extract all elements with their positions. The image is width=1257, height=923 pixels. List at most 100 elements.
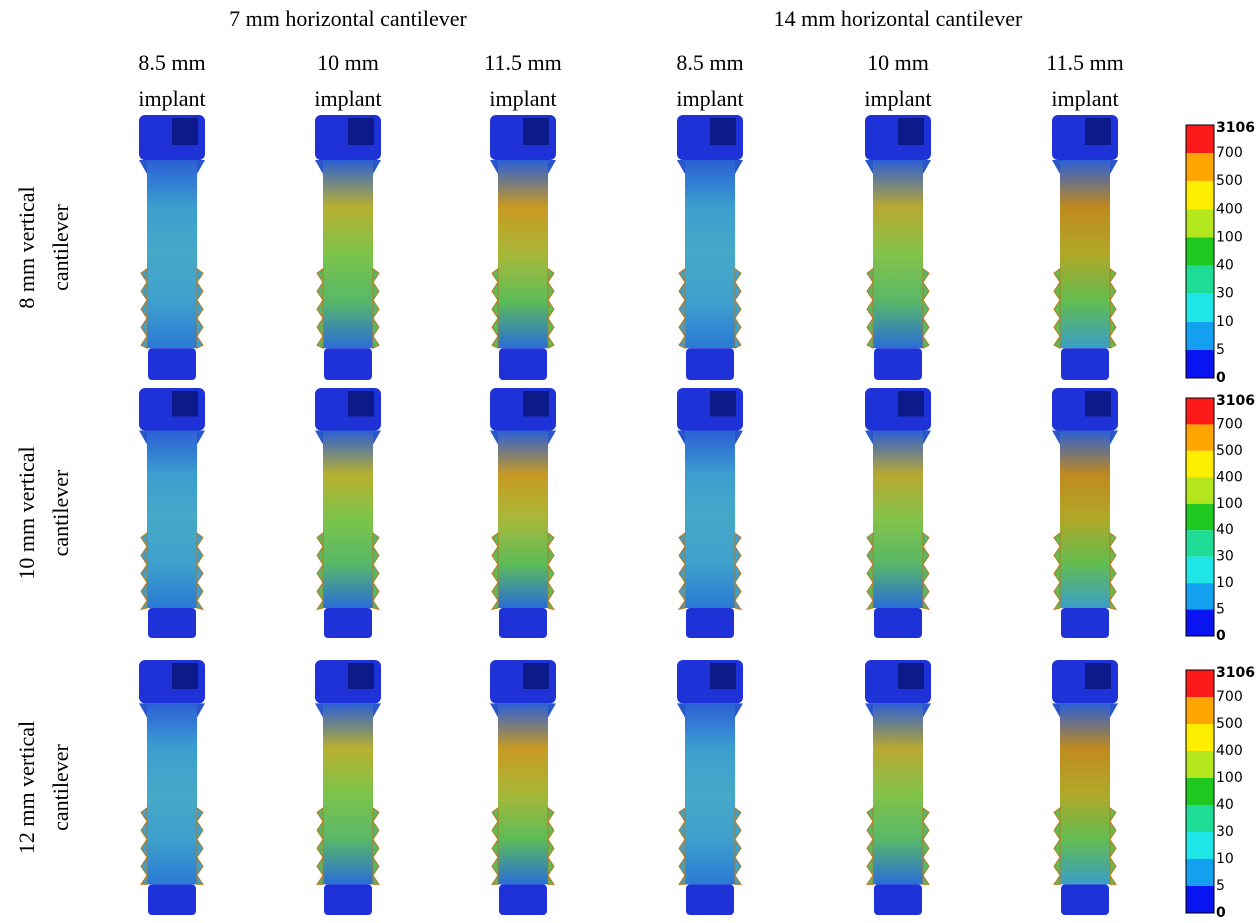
legend-label: 10 — [1216, 314, 1234, 330]
thread — [140, 806, 148, 885]
screw-head-socket — [710, 118, 736, 146]
screw-tip — [324, 348, 372, 380]
legend-label: 500 — [1216, 716, 1243, 732]
screw-shaft — [147, 430, 197, 608]
thread — [315, 532, 324, 611]
screw-head-socket — [348, 391, 374, 417]
screw-head-socket — [172, 391, 198, 417]
screw-head-socket — [348, 118, 374, 146]
screw-tip — [874, 608, 922, 638]
screw-shaft — [1060, 703, 1110, 885]
group-header: 14 mm horizontal cantilever — [774, 6, 1023, 31]
thread — [490, 532, 499, 611]
thread — [922, 267, 930, 350]
thread — [547, 806, 555, 885]
legend-label: 5 — [1216, 342, 1225, 358]
screw-shaft — [323, 703, 373, 885]
thread — [922, 806, 930, 885]
thread — [734, 532, 743, 611]
legend-label: 400 — [1216, 201, 1243, 217]
thread — [491, 806, 499, 885]
legend-swatch — [1186, 556, 1214, 584]
legend-label: 0 — [1216, 905, 1226, 921]
column-label: implant — [676, 86, 743, 111]
column-size: 11.5 mm — [484, 50, 561, 75]
thread — [734, 806, 742, 885]
screw-shaft — [685, 430, 735, 608]
legend-label: 500 — [1216, 443, 1243, 459]
screw-head-socket — [172, 663, 198, 690]
thread — [139, 532, 148, 611]
thread — [316, 267, 324, 350]
legend-swatch — [1186, 477, 1214, 504]
column-label: implant — [489, 86, 556, 111]
legend-label: 400 — [1216, 743, 1243, 759]
screw-shaft — [498, 430, 548, 608]
row-label: 10 mm vertical — [14, 446, 39, 579]
screw-tip — [499, 348, 547, 380]
screw-tip — [686, 348, 734, 380]
legend-label: 400 — [1216, 469, 1243, 485]
row-label: 8 mm vertical — [14, 186, 39, 308]
legend-swatch — [1186, 181, 1214, 210]
column-label: implant — [1051, 86, 1118, 111]
thread — [1109, 806, 1117, 885]
screw-head-socket — [172, 118, 198, 146]
thread — [866, 267, 874, 350]
screw-tip — [1061, 608, 1109, 638]
screw-tip — [1061, 884, 1109, 915]
legend-label: 40 — [1216, 258, 1234, 274]
legend-label: 40 — [1216, 522, 1234, 538]
column-size: 8.5 mm — [676, 50, 743, 75]
legend-swatch — [1186, 859, 1214, 886]
legend-label: 10 — [1216, 851, 1234, 867]
thread — [866, 806, 874, 885]
thread — [140, 267, 148, 350]
legend-label: 0 — [1216, 370, 1226, 386]
thread — [196, 806, 204, 885]
thread — [196, 267, 204, 350]
legend-label: 30 — [1216, 824, 1234, 840]
thread — [372, 267, 380, 350]
thread — [865, 532, 874, 611]
screw-shaft — [147, 160, 197, 349]
legend-swatch — [1186, 398, 1214, 425]
legend-swatch — [1186, 530, 1214, 557]
screw-tip — [874, 348, 922, 380]
thread — [372, 806, 380, 885]
legend-swatch — [1186, 503, 1214, 531]
thread — [1053, 806, 1061, 885]
screw-tip — [686, 884, 734, 915]
thread — [677, 532, 686, 611]
thread — [678, 267, 686, 350]
thread — [547, 532, 556, 611]
legend-label: 3106 — [1216, 393, 1255, 409]
screw-shaft — [323, 160, 373, 349]
thread — [491, 267, 499, 350]
screw-tip — [148, 608, 196, 638]
screw-head-socket — [1085, 391, 1111, 417]
screw-shaft — [873, 703, 923, 885]
legend-swatch — [1186, 450, 1214, 478]
legend-frame — [1185, 669, 1215, 914]
screw-shaft — [323, 430, 373, 608]
legend-label: 0 — [1216, 628, 1226, 644]
legend-label: 700 — [1216, 689, 1243, 705]
thread — [1053, 267, 1061, 350]
legend-label: 3106 — [1216, 120, 1255, 136]
thread — [678, 806, 686, 885]
legend-label: 100 — [1216, 229, 1243, 245]
screw-head-socket — [348, 663, 374, 690]
screw-tip — [148, 348, 196, 380]
row-label: cantilever — [48, 203, 73, 290]
column-size: 10 mm — [867, 50, 929, 75]
legend-swatch — [1186, 832, 1214, 859]
column-size: 8.5 mm — [138, 50, 205, 75]
thread — [196, 532, 205, 611]
legend-swatch — [1186, 293, 1214, 322]
legend-swatch — [1186, 670, 1214, 697]
screw-tip — [686, 608, 734, 638]
thread — [1052, 532, 1061, 611]
screw-head-socket — [898, 391, 924, 417]
